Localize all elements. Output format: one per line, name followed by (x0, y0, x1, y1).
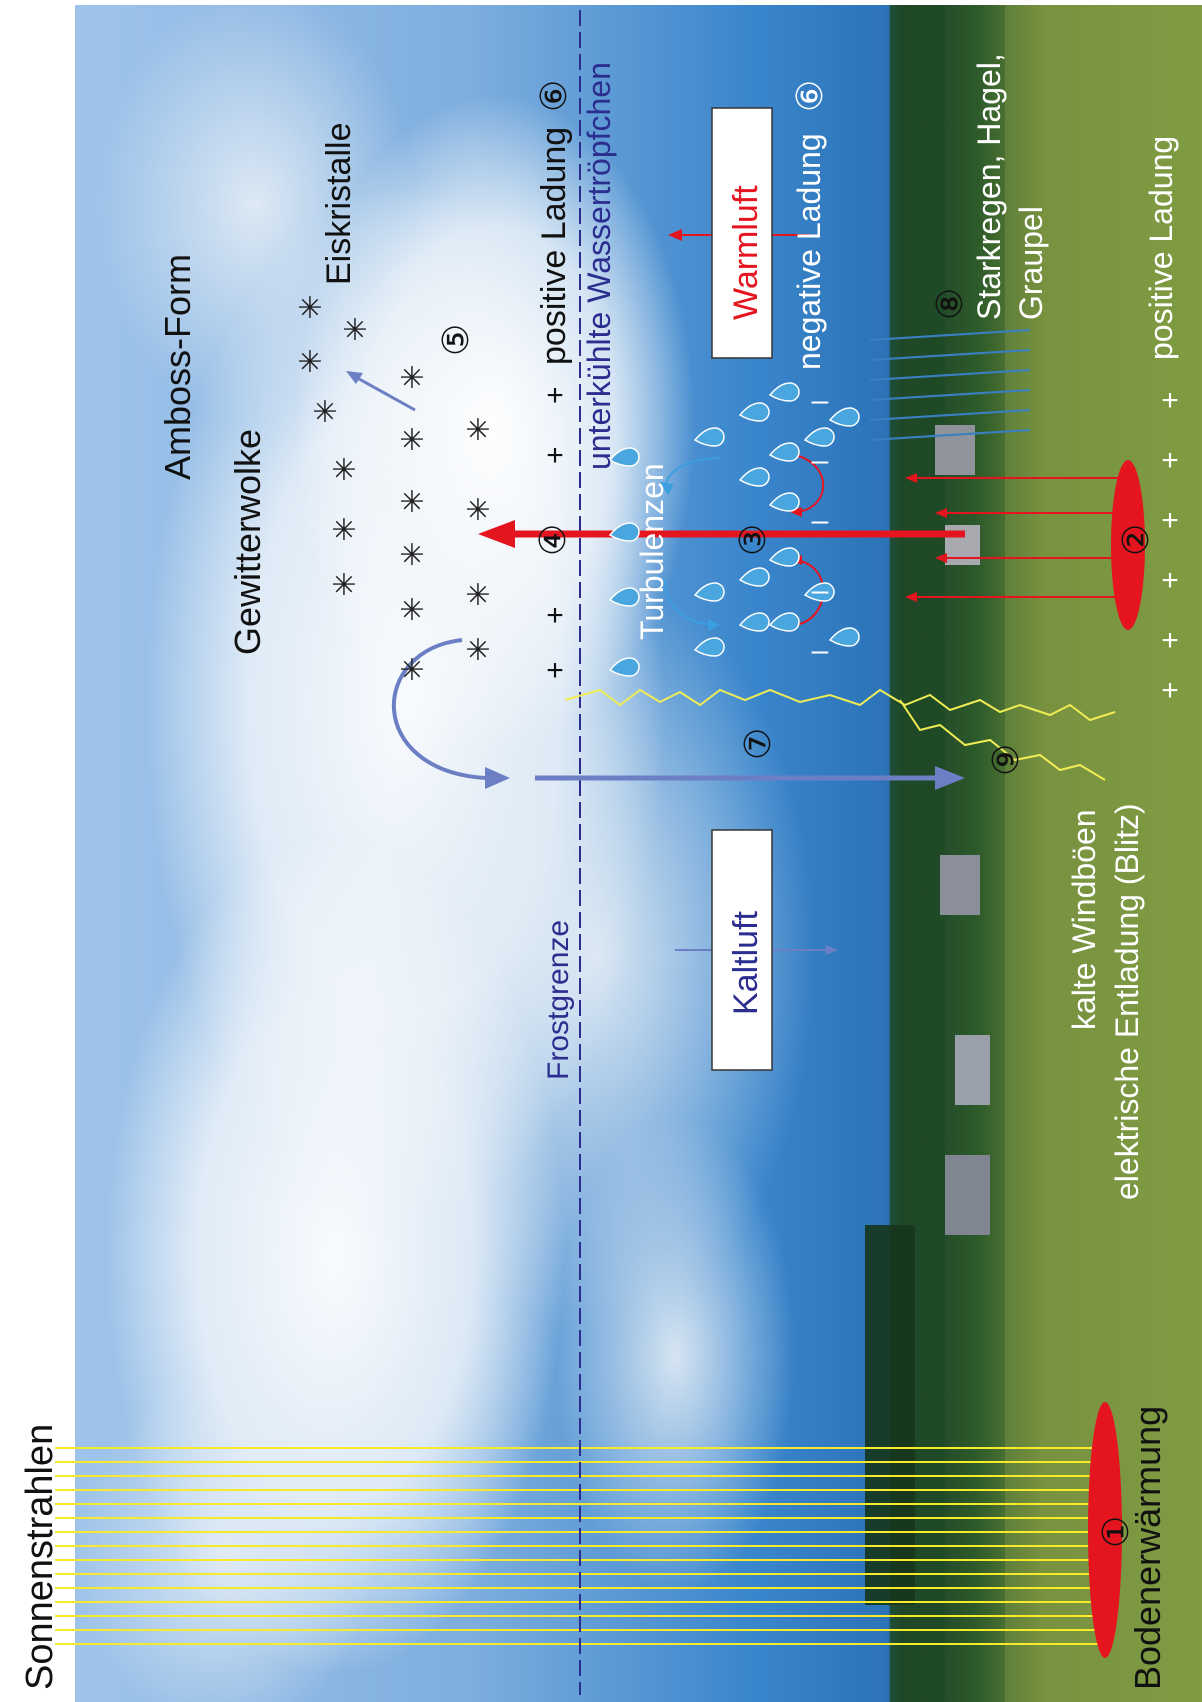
negative-charge-label: negative Ladung (791, 133, 827, 370)
svg-text:✳: ✳ (399, 538, 424, 573)
supercooled-prefix: unterkühlte (581, 312, 617, 470)
svg-text:+: + (1161, 504, 1179, 537)
thunder-cloud-label: Gewitterwolke (227, 429, 268, 655)
ground-heating-label: Bodenerwärmung (1127, 1406, 1168, 1690)
svg-text:+: + (1161, 674, 1179, 707)
lightning-branch (899, 699, 1106, 781)
svg-text:✳: ✳ (399, 593, 424, 628)
landscape-photo (75, 5, 1202, 1702)
sun-rays-label: Sonnenstrahlen (19, 1424, 61, 1690)
svg-text:–: – (812, 504, 829, 537)
svg-text:✳: ✳ (342, 313, 367, 348)
svg-text:✳: ✳ (465, 633, 490, 668)
supercooled-word: Wassertröpfchen (581, 62, 617, 303)
svg-text:+: + (1161, 624, 1179, 657)
svg-text:✳: ✳ (399, 361, 424, 396)
svg-text:✳: ✳ (399, 485, 424, 520)
svg-text:+: + (546, 654, 564, 687)
hail-streaks (869, 329, 1031, 441)
turbulence-arrows (660, 454, 825, 631)
svg-text:+: + (1161, 444, 1179, 477)
warm-air-box (711, 107, 773, 359)
electric-discharge-label: elektrische Entladung (Blitz) (1109, 803, 1145, 1200)
ice-crystals-label: Eiskristalle (320, 123, 358, 285)
cold-gusts-label: kalte Windböen (1066, 809, 1102, 1030)
marker-1: ① (1096, 1516, 1137, 1548)
svg-text:✳: ✳ (465, 578, 490, 613)
svg-text:+: + (1161, 384, 1179, 417)
svg-text:✳: ✳ (331, 513, 356, 548)
lightning-bolt (564, 688, 1116, 722)
svg-text:✳: ✳ (297, 345, 322, 380)
svg-text:–: – (812, 444, 829, 477)
svg-text:✳: ✳ (331, 568, 356, 603)
svg-text:+: + (546, 379, 564, 412)
svg-text:–: – (812, 574, 829, 607)
svg-text:+: + (546, 599, 564, 632)
marker-6b: ⑥ (790, 80, 831, 112)
charge-signs: + + + + – – – – – + + + + + + (546, 379, 1179, 707)
svg-text:✳: ✳ (465, 493, 490, 528)
svg-text:+: + (546, 439, 564, 472)
svg-text:–: – (812, 384, 829, 417)
ground-heating-ellipse (1088, 1402, 1122, 1658)
marker-4: ④ (533, 524, 574, 556)
marker-5: ⑤ (436, 324, 477, 356)
marker-6a: ⑥ (534, 80, 575, 112)
marker-2: ② (1116, 524, 1157, 556)
updraft-arrow (478, 229, 1120, 602)
cold-air-label: Kaltluft (727, 911, 765, 1015)
sun-rays (55, 1447, 1100, 1645)
heavy-rain-label-2: Graupel (1013, 206, 1049, 320)
positive-charge-top-label: positive Ladung (535, 127, 573, 365)
cold-air-box (711, 829, 773, 1071)
supercooled-label: unterkühlte Wassertröpfchen (581, 62, 617, 470)
svg-text:✳: ✳ (331, 453, 356, 488)
ice-crystals: ✳ ✳ ✳ ✳ ✳ ✳ ✳ ✳ ✳ ✳ ✳ ✳ ✳ ✳ ✳ ✳ ✳ (297, 291, 490, 688)
svg-text:✳: ✳ (312, 395, 337, 430)
positive-charge-ground-label: positive Ladung (1143, 136, 1179, 360)
svg-text:–: – (812, 634, 829, 667)
heavy-rain-label-1: Starkregen, Hagel, (971, 53, 1007, 320)
svg-text:✳: ✳ (465, 413, 490, 448)
svg-text:✳: ✳ (399, 423, 424, 458)
downdraft-arrow (346, 371, 965, 955)
svg-text:✳: ✳ (297, 291, 322, 326)
warm-air-source-ellipse (1111, 460, 1145, 630)
svg-text:+: + (1161, 564, 1179, 597)
marker-8: ⑧ (930, 288, 971, 320)
svg-text:✳: ✳ (399, 653, 424, 688)
turbulence-label: Turbulenzen (634, 463, 670, 640)
frost-line-label: Frostgrenze (542, 920, 575, 1080)
water-droplets (608, 382, 860, 677)
marker-9: ⑨ (986, 744, 1027, 776)
marker-3: ③ (733, 524, 774, 556)
anvil-shape-label: Amboss-Form (157, 254, 198, 480)
marker-7: ⑦ (738, 728, 779, 760)
warm-air-label: Warmluft (727, 185, 765, 320)
